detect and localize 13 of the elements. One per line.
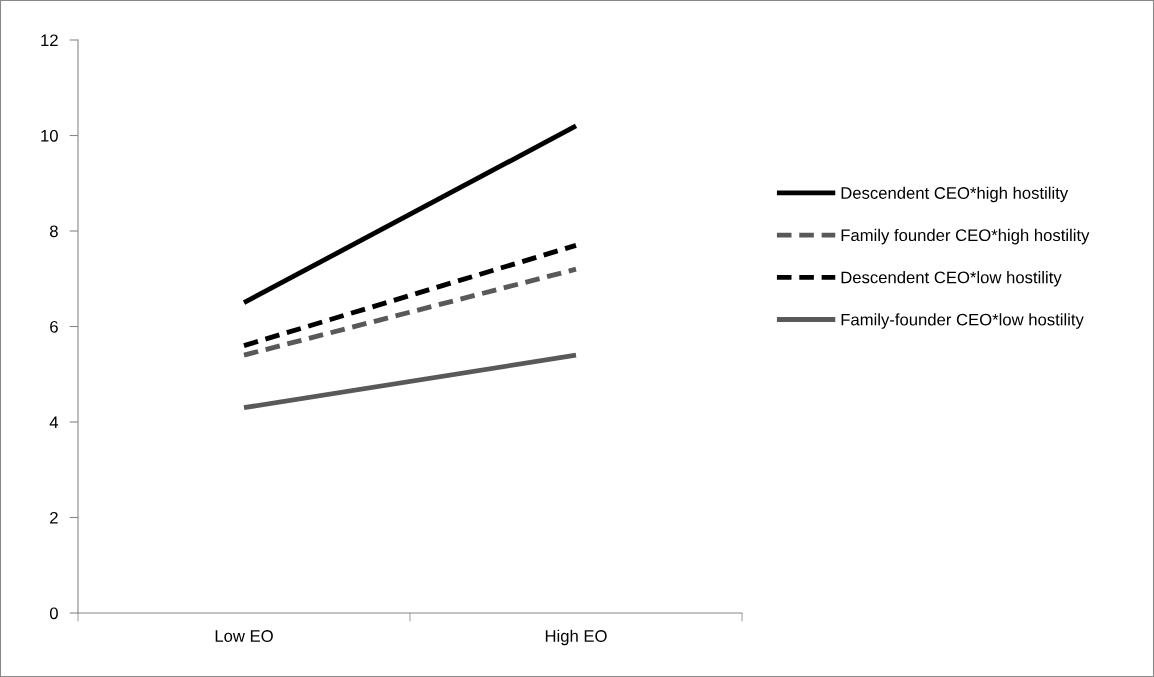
x-tick-label: High EO bbox=[545, 629, 607, 646]
y-tick-label: 6 bbox=[50, 320, 58, 333]
y-tick-label: 12 bbox=[41, 34, 58, 47]
legend-label: Descendent CEO*high hostility bbox=[841, 186, 1069, 203]
x-tick-label: Low EO bbox=[215, 630, 273, 642]
y-tick-label: 10 bbox=[41, 129, 58, 142]
legend-label: Family-founder CEO*low hostility bbox=[841, 313, 1084, 329]
legend-label: Family founder CEO*high hostility bbox=[841, 228, 1090, 245]
y-tick-label: 8 bbox=[50, 225, 58, 238]
y-tick-label: 4 bbox=[49, 416, 59, 429]
y-tick-label: 2 bbox=[50, 511, 58, 524]
y-tick-label: 0 bbox=[49, 607, 58, 620]
legend-label: Descendent CEO*low hostility bbox=[841, 271, 1062, 287]
